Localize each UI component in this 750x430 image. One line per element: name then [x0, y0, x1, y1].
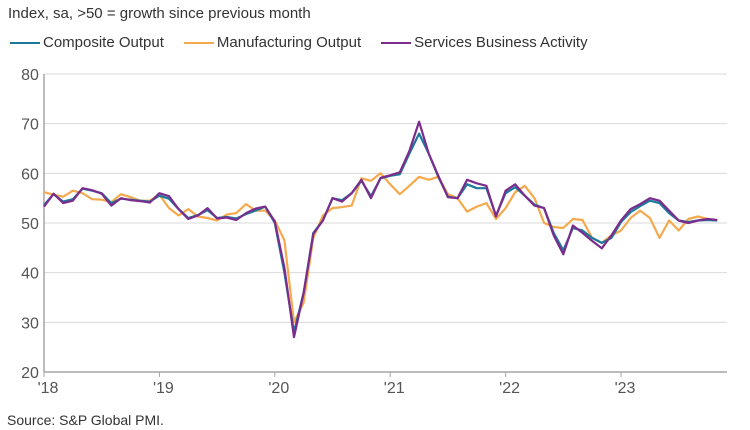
- x-tick-label: '20: [268, 380, 289, 397]
- chart-legend: Composite Output Manufacturing Output Se…: [10, 34, 608, 51]
- legend-swatch-manufacturing: [183, 41, 214, 44]
- y-tick-label: 70: [21, 117, 39, 134]
- y-tick-label: 30: [21, 315, 39, 332]
- legend-label-services: Services Business Activity: [414, 34, 588, 51]
- x-tick-label: '18: [38, 380, 59, 397]
- legend-label-manufacturing: Manufacturing Output: [216, 34, 362, 51]
- chart-subtitle: Index, sa, >50 = growth since previous m…: [8, 5, 311, 22]
- series-line-manufacturing: [43, 172, 718, 324]
- y-tick-label: 50: [21, 216, 39, 233]
- legend-item-manufacturing: Manufacturing Output: [183, 34, 362, 51]
- y-tick-label: 40: [21, 266, 39, 283]
- x-tick-label: '19: [153, 380, 174, 397]
- source-note: Source: S&P Global PMI.: [7, 412, 164, 428]
- legend-swatch-composite: [10, 41, 40, 44]
- legend-item-services: Services Business Activity: [381, 34, 588, 51]
- x-tick-label: '22: [499, 380, 520, 397]
- legend-label-composite: Composite Output: [43, 34, 164, 51]
- x-tick-label: '23: [615, 380, 636, 397]
- y-tick-label: 20: [21, 365, 39, 382]
- y-tick-label: 80: [21, 67, 39, 84]
- y-tick-label: 60: [21, 166, 39, 183]
- series-line-services: [43, 120, 718, 339]
- x-tick-label: '21: [384, 380, 405, 397]
- legend-swatch-services: [381, 41, 412, 44]
- legend-item-composite: Composite Output: [10, 34, 164, 51]
